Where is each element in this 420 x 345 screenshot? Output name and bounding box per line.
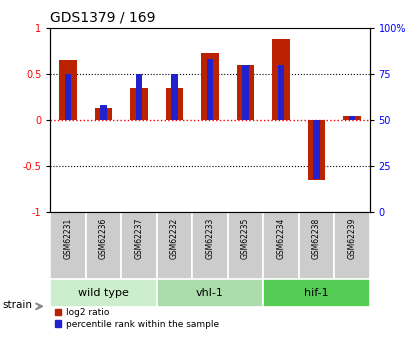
Text: vhl-1: vhl-1: [196, 288, 224, 298]
Bar: [192, 213, 228, 279]
Bar: [242, 65, 249, 120]
Bar: [299, 213, 334, 279]
Text: GSM62233: GSM62233: [205, 218, 215, 259]
Bar: [263, 213, 299, 279]
Bar: [157, 213, 192, 279]
Text: GSM62239: GSM62239: [347, 218, 356, 259]
Bar: [86, 213, 121, 279]
Bar: [136, 74, 142, 120]
Legend: log2 ratio, percentile rank within the sample: log2 ratio, percentile rank within the s…: [55, 308, 219, 329]
Text: GDS1379 / 169: GDS1379 / 169: [50, 11, 156, 24]
Bar: [100, 105, 107, 120]
Bar: [272, 39, 290, 120]
Bar: [263, 279, 370, 307]
Bar: [236, 65, 255, 120]
Bar: [130, 88, 148, 120]
Bar: [121, 213, 157, 279]
Bar: [65, 74, 71, 120]
Text: hif-1: hif-1: [304, 288, 329, 298]
Text: GSM62231: GSM62231: [64, 218, 73, 259]
Bar: [201, 52, 219, 120]
Bar: [313, 120, 320, 179]
Bar: [157, 279, 263, 307]
Text: GSM62236: GSM62236: [99, 218, 108, 259]
Bar: [334, 213, 370, 279]
Bar: [343, 116, 361, 120]
Text: GSM62235: GSM62235: [241, 218, 250, 259]
Text: wild type: wild type: [78, 288, 129, 298]
Bar: [207, 59, 213, 120]
Bar: [59, 60, 77, 120]
Text: GSM62238: GSM62238: [312, 218, 321, 259]
Bar: [165, 88, 184, 120]
Bar: [349, 116, 355, 120]
Bar: [95, 108, 113, 120]
Bar: [171, 74, 178, 120]
Text: strain: strain: [2, 300, 32, 310]
Text: GSM62232: GSM62232: [170, 218, 179, 259]
Bar: [307, 120, 325, 180]
Text: GSM62234: GSM62234: [276, 218, 286, 259]
Bar: [50, 213, 86, 279]
Bar: [278, 65, 284, 120]
Bar: [228, 213, 263, 279]
Text: GSM62237: GSM62237: [134, 218, 144, 259]
Bar: [50, 279, 157, 307]
